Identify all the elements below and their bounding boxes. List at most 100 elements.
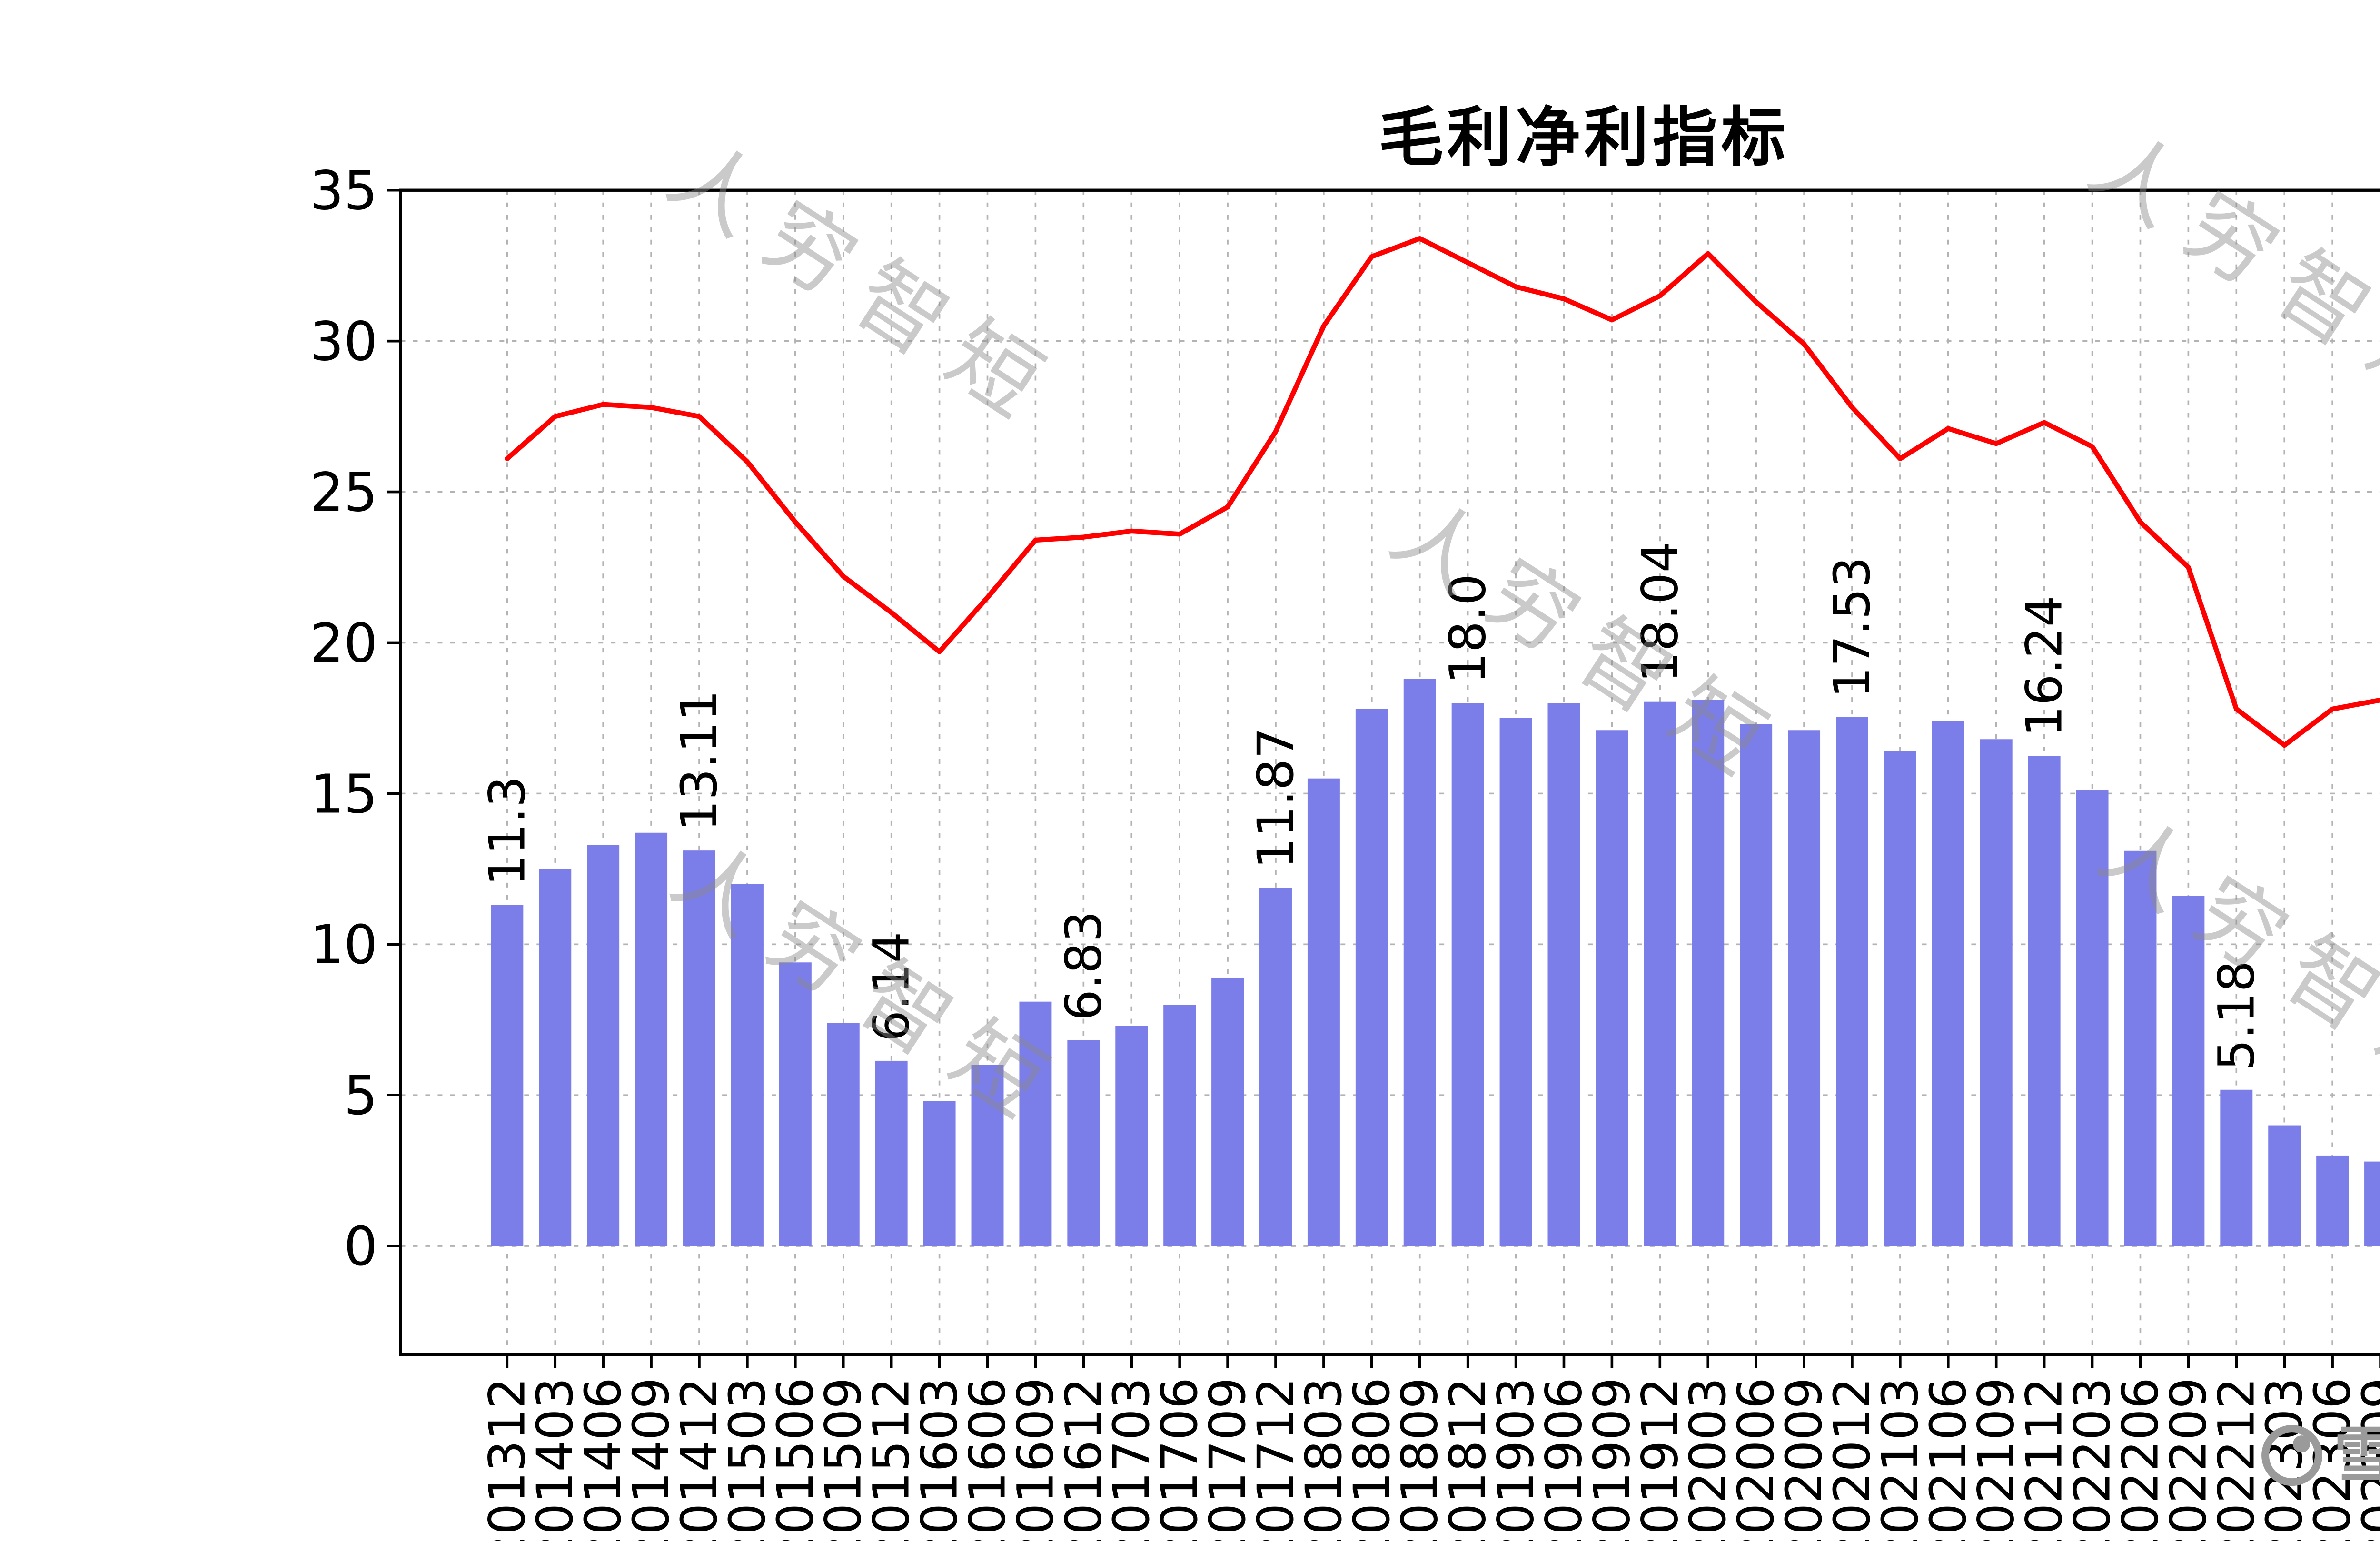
x-tick-label: 201712 [1247,1377,1305,1541]
bar-202106 [1932,721,1964,1246]
y-tick-label: 10 [310,914,377,976]
x-tick-label: 201606 [959,1377,1016,1541]
x-tick-label: 202106 [1920,1377,1977,1541]
bar-201812 [1451,703,1484,1246]
x-tick-label: 202212 [2208,1377,2265,1541]
x-tick-label: 201603 [911,1377,969,1541]
x-tick-label: 201506 [767,1377,824,1541]
bar-201412 [683,850,715,1246]
x-tick-label: 201703 [1103,1377,1160,1541]
bar-value-labels: 11.3 13.11 6.14 6.83 11.87 18.0 18.04 17.53 16.2… [478,541,2265,1071]
bar-201503 [731,884,764,1246]
bar-201603 [923,1101,956,1246]
bar-202006 [1740,724,1773,1246]
x-tick-label: 201609 [1007,1377,1064,1541]
x-tick-label: 201903 [1488,1377,1545,1541]
bar-202306 [2316,1155,2349,1246]
x-tick-label: 201503 [719,1377,776,1541]
axes: 0510152025303520131220140320140620140920… [310,160,2380,1541]
y-tick-label: 0 [344,1216,377,1278]
y-tick-label: 30 [310,311,377,373]
bar-202212 [2220,1089,2253,1246]
x-tick-label: 201803 [1295,1377,1353,1541]
y-tick-label: 15 [310,763,377,825]
bar-202203 [2076,790,2109,1246]
watermark-text: 人穷智短 [652,122,1077,448]
bar-201709 [1211,977,1244,1246]
x-tick-label: 201509 [815,1377,873,1541]
bar-201312 [491,905,524,1246]
bar-201406 [587,845,620,1246]
bar-value-label: 6.83 [1055,911,1112,1021]
x-tick-label: 201403 [526,1377,584,1541]
bar-201512 [875,1060,908,1246]
bar-201806 [1355,709,1388,1246]
x-tick-label: 201512 [863,1377,921,1541]
brand-watermark: 雪球 人穷智短 [2261,1420,2380,1491]
x-tick-label: 201709 [1199,1377,1257,1541]
bar-202109 [1980,739,2013,1246]
bar-201906 [1547,703,1580,1246]
net-margin-bars [491,679,2380,1246]
x-tick-label: 202203 [2064,1377,2122,1541]
bar-201612 [1067,1040,1100,1246]
bar-201706 [1163,1005,1196,1246]
x-tick-label: 202206 [2112,1377,2169,1541]
bar-201903 [1499,718,1532,1246]
bar-value-label: 13.11 [671,690,728,832]
x-tick-label: 202209 [2160,1377,2217,1541]
x-tick-label: 201409 [623,1377,680,1541]
bar-202012 [1835,717,1868,1246]
bar-value-label: 17.53 [1824,557,1881,699]
bar-value-label: 18.0 [1439,574,1497,684]
bar-201409 [635,832,668,1246]
bar-202309 [2364,1161,2380,1246]
bar-201712 [1259,888,1292,1246]
x-tick-label: 202109 [1968,1377,2025,1541]
x-tick-label: 202006 [1727,1377,1785,1541]
y-tick-label: 20 [310,612,377,674]
bar-value-label: 16.24 [2016,595,2073,737]
x-tick-label: 201312 [478,1377,536,1541]
bar-202206 [2124,850,2157,1246]
y-tick-label: 35 [310,160,377,222]
x-tick-label: 201909 [1583,1377,1641,1541]
bar-202009 [1788,730,1821,1246]
x-tick-label: 201406 [575,1377,632,1541]
x-tick-label: 202103 [1872,1377,1929,1541]
x-tick-label: 201706 [1151,1377,1209,1541]
y-tick-label: 5 [344,1065,377,1127]
bar-value-label: 11.87 [1247,727,1305,869]
xueqiu-logo-icon [2261,1425,2322,1486]
x-tick-label: 202003 [1679,1377,1737,1541]
x-tick-label: 201412 [671,1377,728,1541]
gross-margin-line [505,236,2380,748]
brand-name: 雪球 [2334,1420,2380,1491]
bar-value-label: 11.3 [478,776,536,886]
bar-201609 [1019,1001,1052,1246]
bar-201509 [827,1023,860,1246]
bar-value-label: 18.04 [1631,541,1689,683]
bar-201909 [1596,730,1628,1246]
watermark-text: 人穷智短 [655,822,1081,1148]
x-tick-label: 201912 [1631,1377,1689,1541]
bar-201703 [1115,1026,1148,1246]
x-tick-label: 201809 [1391,1377,1449,1541]
x-tick-label: 201906 [1535,1377,1593,1541]
bar-202209 [2172,896,2205,1246]
bar-201606 [971,1065,1004,1246]
bar-201803 [1307,778,1340,1246]
x-tick-label: 201812 [1439,1377,1497,1541]
y-tick-label: 25 [310,462,377,524]
bar-202303 [2268,1125,2301,1246]
bar-202003 [1692,700,1725,1246]
x-tick-label: 202309 [2352,1377,2380,1541]
x-tick-label: 202012 [1824,1377,1881,1541]
x-tick-label: 202306 [2304,1377,2361,1541]
bar-value-label: 6.14 [863,932,921,1042]
bar-201403 [539,869,572,1246]
x-tick-label: 202009 [1775,1377,1833,1541]
bar-201506 [779,962,812,1246]
bar-value-label: 5.18 [2208,960,2265,1070]
